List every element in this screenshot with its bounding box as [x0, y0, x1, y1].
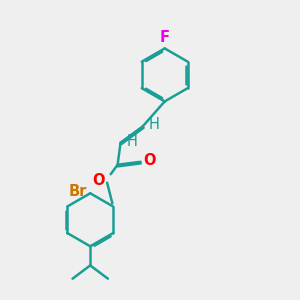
Text: H: H — [127, 134, 138, 149]
Text: O: O — [92, 172, 105, 188]
Text: F: F — [160, 30, 170, 45]
Text: O: O — [143, 153, 155, 168]
Text: Br: Br — [68, 184, 87, 199]
Text: H: H — [149, 118, 160, 133]
